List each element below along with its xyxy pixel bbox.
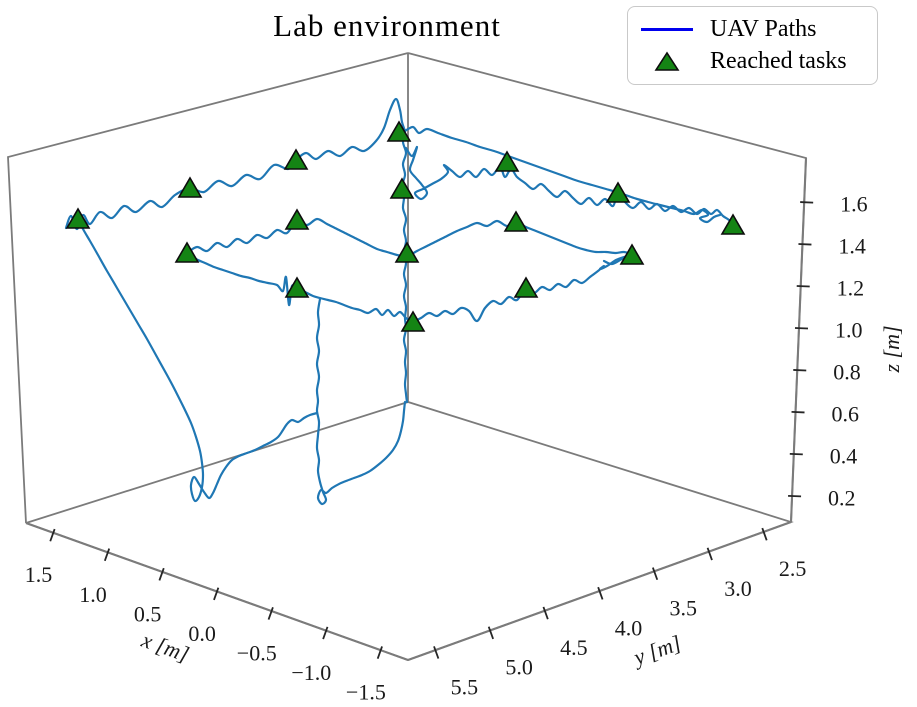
x-tick-label: 0.0 [188,621,216,646]
axes-box-edge [407,52,807,523]
z-axis-label: z [m] [879,325,904,373]
y-tick-label: 2.5 [779,556,807,581]
x-tick-mark [49,528,56,542]
x-tick-mark [103,548,111,562]
uav-path [400,129,409,404]
z-tick-mark [796,285,810,288]
z-tick-label: 0.2 [828,485,856,510]
x-tick-mark [213,587,220,601]
reached-task-triangle-icon [654,51,680,71]
task-marker [177,176,203,198]
task-marker [283,148,309,170]
legend-label-reached-tasks: Reached tasks [710,48,847,74]
x-tick-label: −0.5 [237,640,277,665]
z-tick-mark [800,201,814,204]
task-marker [394,241,420,263]
z-tick-label: 1.0 [835,318,863,343]
task-marker [494,150,520,172]
x-tick-mark [267,607,274,620]
x-tick-label: 1.0 [79,582,107,607]
legend-item-reached-tasks: Reached tasks [638,48,869,75]
legend-item-uav-paths: UAV Paths [638,16,869,43]
z-tick-label: 0.8 [833,360,861,385]
z-tick-mark [793,369,807,372]
x-tick-mark [322,626,329,640]
y-tick-label: 5.0 [505,655,533,680]
y-tick-mark [761,527,768,541]
y-tick-label: 3.0 [724,576,752,601]
axes-box-edge [7,52,409,524]
task-marker [605,181,631,203]
reached-task-markers [65,120,746,332]
y-tick-label: 4.0 [615,615,643,640]
task-marker [174,241,200,263]
uav-path-line-swatch [641,28,693,31]
legend: UAV Paths Reached tasks [627,6,878,85]
z-tick-label: 0.6 [831,402,859,427]
task-marker [284,276,310,298]
z-tick-mark [789,452,803,456]
chart-title: Lab environment [273,8,501,43]
z-tick-label: 1.2 [837,276,865,301]
z-tick-mark [794,327,809,330]
z-axis-spine [789,157,808,523]
x-tick-label: 0.5 [134,601,162,626]
legend-swatch-box [638,28,696,31]
y-tick-label: 3.5 [669,596,697,621]
legend-label-uav-paths: UAV Paths [710,16,817,42]
task-marker [386,120,412,142]
z-tick-mark [788,494,802,498]
legend-swatch-box [638,51,696,72]
y-tick-mark [487,626,494,640]
uav-path [315,297,407,506]
axes-box [7,52,807,661]
task-marker [619,243,645,265]
task-marker [389,177,415,199]
uav-paths [64,97,735,506]
z-tick-label: 1.4 [838,234,866,259]
task-marker [400,310,426,332]
x-tick-mark [158,567,165,581]
uav-path [403,125,722,224]
z-tick-label: 0.4 [830,444,858,469]
x-axis-label: x [m] [138,627,193,667]
x-tick-label: −1.0 [291,660,331,685]
task-marker [284,208,310,230]
y-tick-mark [433,646,440,659]
uav-path [64,97,407,231]
axis-tick-labels: 1.5 1.0 0.5 0.0 −0.5 −1.0 −1.5 5.5 5.0 4.5 4.0 3.5 3… [25,192,868,705]
z-tick-mark [791,411,805,414]
x-tick-label: −1.5 [346,680,386,705]
y-tick-label: 5.5 [451,674,479,699]
task-marker [720,213,746,235]
task-marker [513,276,539,298]
z-tick-label: 1.6 [840,192,868,217]
x-tick-mark [376,646,383,659]
y-tick-mark [706,547,713,561]
uav-path [405,219,634,266]
y-tick-mark [597,586,604,600]
x-tick-label: 1.5 [25,562,53,587]
y-tick-label: 4.5 [560,635,588,660]
axis-ticks [25,157,814,661]
z-tick-mark [798,243,812,246]
task-marker [65,207,91,229]
uav-path [76,217,319,503]
y-tick-mark [652,567,659,581]
task-marker [503,210,529,232]
y-tick-mark [542,606,549,620]
uav-path [404,145,735,227]
